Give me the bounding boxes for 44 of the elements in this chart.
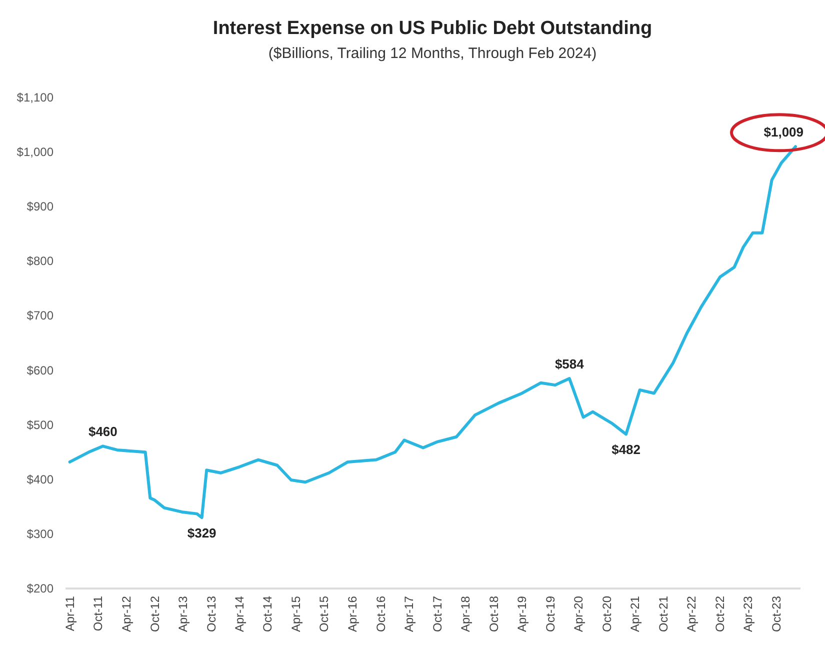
x-tick-label: Apr-23 [741, 596, 756, 632]
x-tick-label: Oct-13 [204, 596, 218, 632]
y-tick-label: $300 [26, 526, 54, 541]
y-tick-label: $200 [26, 582, 54, 596]
y-tick-label: $1,100 [16, 90, 54, 104]
y-tick-label: $500 [26, 418, 54, 432]
x-tick-label: Oct-17 [430, 596, 444, 632]
annotation: $482 [612, 442, 640, 458]
annotation: $584 [554, 356, 585, 372]
y-tick-label: $700 [26, 308, 54, 323]
x-tick-label: Oct-16 [374, 596, 388, 632]
x-tick-label: Oct-20 [600, 596, 614, 632]
x-tick-label: Oct-21 [656, 596, 670, 632]
x-tick-label: Apr-21 [628, 596, 642, 632]
x-tick-label: Oct-15 [317, 596, 332, 632]
x-tick-label: Oct-22 [712, 596, 727, 632]
annotation: $329 [187, 526, 216, 541]
x-tick-label: Oct-19 [543, 596, 558, 632]
x-tick-label: Apr-20 [572, 596, 586, 632]
x-tick-label: Oct-14 [260, 596, 275, 632]
y-tick-label: $800 [26, 254, 54, 268]
x-tick-label: Apr-17 [402, 596, 416, 632]
annotation: $460 [88, 424, 118, 440]
x-tick-label: Apr-16 [346, 596, 360, 632]
y-tick-label: $400 [26, 472, 54, 486]
x-tick-label: Apr-22 [684, 596, 699, 632]
x-tick-label: Apr-18 [458, 596, 473, 632]
x-tick-label: Oct-12 [148, 596, 162, 632]
line-series [68, 145, 798, 520]
x-tick-label: Apr-13 [176, 596, 190, 632]
x-tick-label: Apr-11 [62, 596, 77, 632]
chart-subtitle: ($Billions, Trailing 12 Months, Through Feb 2024) [268, 45, 597, 62]
chart-title: Interest Expense on US Public Debt Outstanding [212, 18, 652, 39]
x-tick-label: Apr-19 [515, 596, 530, 632]
y-tick-label: $900 [26, 200, 54, 214]
x-tick-label: Apr-15 [288, 596, 303, 632]
x-tick-label: Apr-12 [119, 596, 134, 632]
x-tick-label: Oct-18 [486, 596, 501, 632]
y-tick-label: $600 [26, 363, 54, 378]
x-tick-label: Oct-23 [769, 596, 784, 632]
y-tick-label: $1,000 [16, 145, 54, 160]
x-tick-label: Oct-11 [91, 596, 106, 632]
annotation: $1,009 [764, 124, 804, 140]
x-tick-label: Apr-14 [232, 596, 246, 632]
